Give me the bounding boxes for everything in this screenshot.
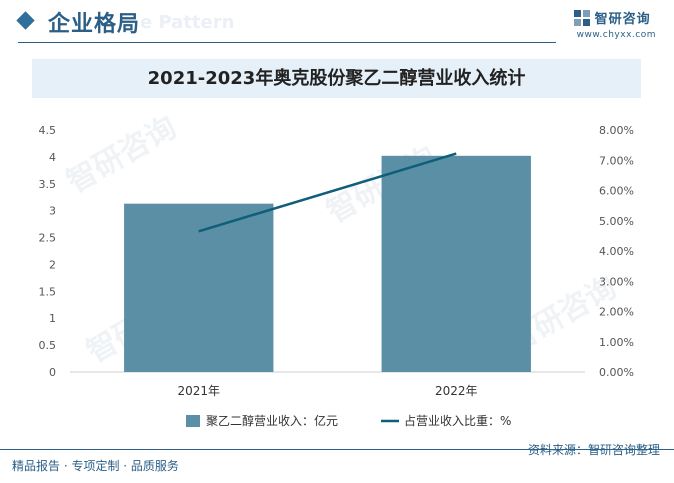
legend-bar-swatch	[186, 415, 200, 427]
left-axis-tick-label: 3	[49, 205, 56, 218]
left-axis-tick-label: 2.5	[39, 232, 57, 245]
left-axis-tick-label: 1	[49, 312, 56, 325]
brand-logo-icon	[573, 9, 590, 26]
x-axis-tick-label: 2021年	[177, 384, 220, 398]
right-axis-tick-label: 7.00%	[599, 154, 634, 167]
right-axis-tick-label: 2.00%	[599, 306, 634, 319]
right-axis-tick-label: 6.00%	[599, 185, 634, 198]
right-axis-tick-label: 5.00%	[599, 215, 634, 228]
left-axis-tick-label: 0.5	[39, 339, 57, 352]
brand-url: www.chyxx.com	[576, 30, 656, 40]
chart-title-band	[32, 59, 641, 98]
bar	[381, 155, 531, 372]
left-axis-tick-label: 3.5	[39, 178, 57, 191]
left-axis-tick-label: 4.5	[39, 124, 57, 137]
right-axis-tick-label: 3.00%	[599, 275, 634, 288]
footer-divider	[0, 449, 674, 450]
bar	[124, 203, 274, 372]
right-axis-tick-label: 4.00%	[599, 245, 634, 258]
chart-title: 2021-2023年奥克股份聚乙二醇营业收入统计	[147, 68, 526, 89]
brand: 智研咨询 www.chyxx.com	[573, 8, 656, 40]
x-axis-tick-label: 2022年	[435, 384, 478, 398]
left-axis-tick-label: 2	[49, 258, 56, 271]
left-axis-tick-label: 4	[49, 151, 56, 164]
legend-bar-label: 聚乙二醇营业收入：亿元	[206, 413, 338, 428]
left-axis-tick-label: 1.5	[39, 285, 57, 298]
left-axis-tick-label: 0	[49, 366, 56, 379]
header-divider	[18, 42, 556, 43]
footer-slogan: 精品报告 · 专项定制 · 品质服务	[12, 459, 179, 473]
source-note: 资料来源：智研咨询整理	[527, 443, 660, 457]
series-line	[198, 152, 457, 233]
brand-name: 智研咨询	[594, 12, 651, 27]
background-pattern-text: e Pattern	[140, 12, 235, 33]
section-title: 企业格局	[48, 12, 141, 37]
right-axis-tick-label: 0.00%	[599, 366, 634, 379]
legend-line-label: 占营业收入比重：%	[404, 413, 511, 428]
header: e Pattern 企业格局 智研咨询 www.chyxx.com	[0, 0, 674, 44]
right-axis-tick-label: 1.00%	[599, 336, 634, 349]
right-axis-tick-label: 8.00%	[599, 124, 634, 137]
